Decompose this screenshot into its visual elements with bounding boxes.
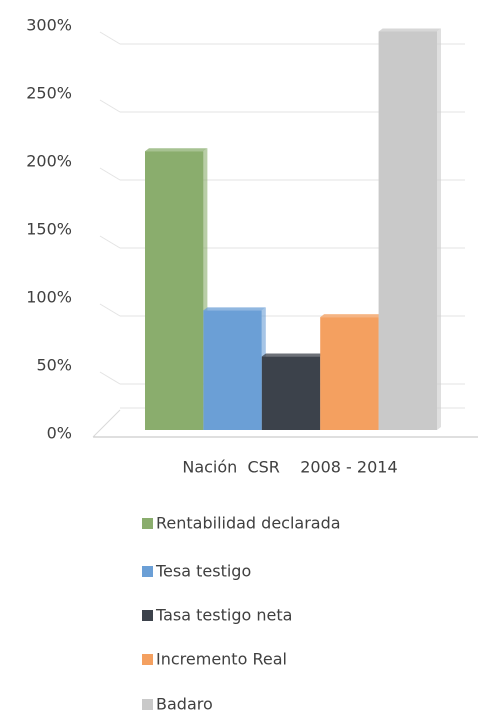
bar-side	[437, 28, 441, 431]
floor-edge	[92, 409, 121, 438]
bar	[378, 31, 437, 431]
y-tick-label: 200%	[26, 152, 72, 171]
y-tick-label: 150%	[26, 220, 72, 239]
y-tick-label: 250%	[26, 84, 72, 103]
legend-label: Rentabilidad declarada	[156, 514, 341, 533]
x-tick-label: Nación CSR 2008 - 2014	[182, 458, 397, 477]
legend-swatch	[142, 610, 153, 621]
bar	[203, 310, 262, 430]
legend-swatch	[142, 518, 153, 529]
bar-top	[320, 314, 383, 318]
bar	[145, 151, 204, 430]
legend-label: Incremento Real	[156, 650, 287, 669]
bar-top	[145, 148, 208, 152]
legend-label: Tasa testigo neta	[155, 606, 292, 625]
bar	[320, 317, 379, 430]
grid-line	[99, 235, 121, 249]
legend-swatch	[142, 699, 153, 710]
legend-swatch	[142, 654, 153, 665]
bar	[261, 356, 321, 430]
grid-line	[99, 371, 121, 385]
grid-line	[99, 31, 121, 45]
legend-swatch	[142, 566, 153, 577]
bar-top	[203, 307, 266, 311]
y-tick-label: 0%	[47, 424, 72, 443]
y-tick-label: 100%	[26, 288, 72, 307]
bar-top	[261, 353, 325, 357]
bar-top	[378, 28, 441, 32]
legend-label: Tesa testigo	[155, 562, 251, 581]
grid-line	[99, 303, 121, 317]
y-tick-label: 50%	[36, 356, 72, 375]
grid-line	[99, 99, 121, 113]
legend-label: Badaro	[156, 695, 213, 714]
y-tick-label: 300%	[26, 16, 72, 35]
grid-line	[99, 167, 121, 181]
